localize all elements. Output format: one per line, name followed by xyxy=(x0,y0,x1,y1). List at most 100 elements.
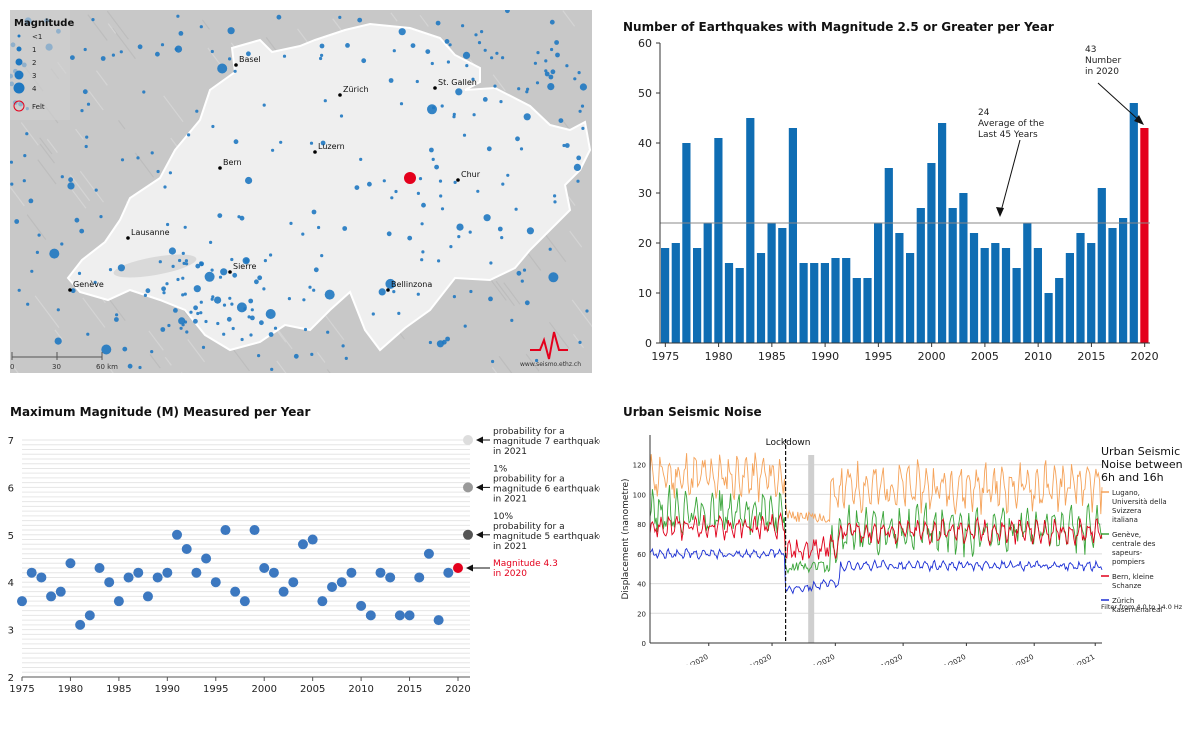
magnitude-point-1981 xyxy=(75,619,86,630)
earthquake-dot xyxy=(461,24,465,28)
magnitude-legend-dot xyxy=(13,82,25,94)
relief-stroke xyxy=(95,70,108,86)
earthquake-dot xyxy=(579,83,588,91)
earthquake-dot xyxy=(471,77,475,81)
x-tick-label: 2000 xyxy=(251,684,276,695)
earthquake-dot xyxy=(178,31,184,36)
city-marker xyxy=(228,270,232,274)
seismic-map-panel: Basel Zürich St. Gallen Luzern Bern Chur Lausa… xyxy=(8,8,596,394)
annotation-2020-arrow xyxy=(1097,82,1143,124)
x-tick-label: 3/2020 xyxy=(748,653,773,665)
earthquake-dot xyxy=(398,28,406,36)
earthquake-dot xyxy=(211,295,215,299)
earthquake-dot xyxy=(430,61,434,66)
earthquake-dot xyxy=(427,104,437,115)
bar-1983 xyxy=(746,118,755,343)
earthquake-dot xyxy=(162,291,166,295)
magnitude-2020-note: Magnitude 4.3 xyxy=(493,559,558,569)
earthquake-dot xyxy=(440,104,444,108)
earthquake-dot xyxy=(195,263,201,269)
earthquake-dot xyxy=(108,268,113,272)
earthquake-dot xyxy=(505,8,510,14)
earthquake-dot xyxy=(320,254,324,258)
probability-note: in 2021 xyxy=(493,542,527,552)
earthquake-dot xyxy=(30,269,34,273)
earthquake-dot xyxy=(193,318,198,324)
earthquake-dot xyxy=(463,324,467,328)
earthquake-dot xyxy=(83,47,87,52)
earthquake-dot xyxy=(309,141,314,145)
earthquake-dot xyxy=(526,227,535,235)
bar-2017 xyxy=(1108,228,1117,343)
earthquake-dot xyxy=(462,133,467,137)
noise-series-line xyxy=(649,452,1103,523)
noise-legend-title: Urban Seismic xyxy=(1101,445,1180,458)
y-tick-label: 6 xyxy=(8,483,14,494)
x-tick-label: 1/2021 xyxy=(1071,653,1096,665)
bar-2016 xyxy=(1097,188,1106,343)
relief-stroke xyxy=(562,10,576,27)
earthquake-dot xyxy=(28,198,34,204)
earthquake-dot xyxy=(420,222,424,226)
earthquake-dot xyxy=(227,27,235,35)
earthquake-dot xyxy=(240,337,244,342)
earthquake-dot xyxy=(303,327,308,332)
map-legend-title: Magnitude xyxy=(14,18,74,29)
earthquake-dot xyxy=(431,157,435,161)
earthquake-dot xyxy=(371,312,375,316)
earthquake-dot xyxy=(533,61,538,65)
relief-stroke xyxy=(37,159,57,185)
earthquake-dot xyxy=(210,297,214,301)
earthquake-dot xyxy=(517,87,521,91)
earthquake-dot xyxy=(199,25,203,29)
relief-stroke xyxy=(527,253,542,271)
earthquake-dot xyxy=(250,315,255,321)
magnitude-point-1999 xyxy=(249,525,260,536)
magnitude-point-2003 xyxy=(288,577,299,588)
y-tick-label: 3 xyxy=(8,626,14,637)
earthquake-dot xyxy=(455,88,463,96)
x-tick-label: 2005 xyxy=(300,684,325,695)
earthquake-dot xyxy=(182,261,186,265)
earthquake-dot xyxy=(392,49,396,53)
earthquake-dot xyxy=(313,267,319,273)
earthquake-dot xyxy=(171,264,175,268)
earthquake-dot xyxy=(101,344,112,355)
annual-count-svg: 0 10 20 30 40 50 60 1975 1980 1985 1990 1995 2000 200… xyxy=(638,37,1159,363)
probability-note: probability for a xyxy=(493,427,565,437)
relief-stroke xyxy=(107,23,117,34)
earthquake-dot xyxy=(80,109,84,113)
earthquake-dot xyxy=(420,258,424,262)
magnitude-point-1988 xyxy=(142,591,153,602)
magnitude-point-2005 xyxy=(307,534,318,545)
relief-stroke xyxy=(567,196,576,206)
y-tick-label: 0 xyxy=(642,640,646,648)
magnitude-point-1976 xyxy=(26,567,37,578)
earthquake-dot xyxy=(231,326,235,331)
magnitude-point-1982 xyxy=(84,610,95,621)
earthquake-dot xyxy=(547,83,555,91)
magnitude-point-2009 xyxy=(346,567,357,578)
earthquake-dot xyxy=(548,247,552,251)
relief-stroke xyxy=(87,14,108,41)
bar-1978 xyxy=(693,248,702,343)
relief-stroke xyxy=(490,279,507,301)
magnitude-point-2004 xyxy=(297,539,308,550)
earthquake-dot xyxy=(416,191,420,195)
earthquake-dot xyxy=(434,164,439,170)
earthquake-dot xyxy=(457,235,461,239)
earthquake-dot xyxy=(394,189,398,194)
earthquake-dot xyxy=(99,215,103,219)
bar-1975 xyxy=(661,248,670,343)
bar-2007 xyxy=(1001,248,1011,343)
earthquake-dot xyxy=(452,295,456,299)
noise-legend-label: pompiers xyxy=(1112,558,1145,566)
probability-marker xyxy=(463,482,473,493)
earthquake-dot xyxy=(555,52,560,58)
relief-stroke xyxy=(117,120,126,130)
x-tick-label: 1985 xyxy=(758,350,786,363)
magnitude-point-1992 xyxy=(181,544,192,555)
probability-arrowhead xyxy=(476,531,483,539)
probability-marker xyxy=(463,529,473,540)
